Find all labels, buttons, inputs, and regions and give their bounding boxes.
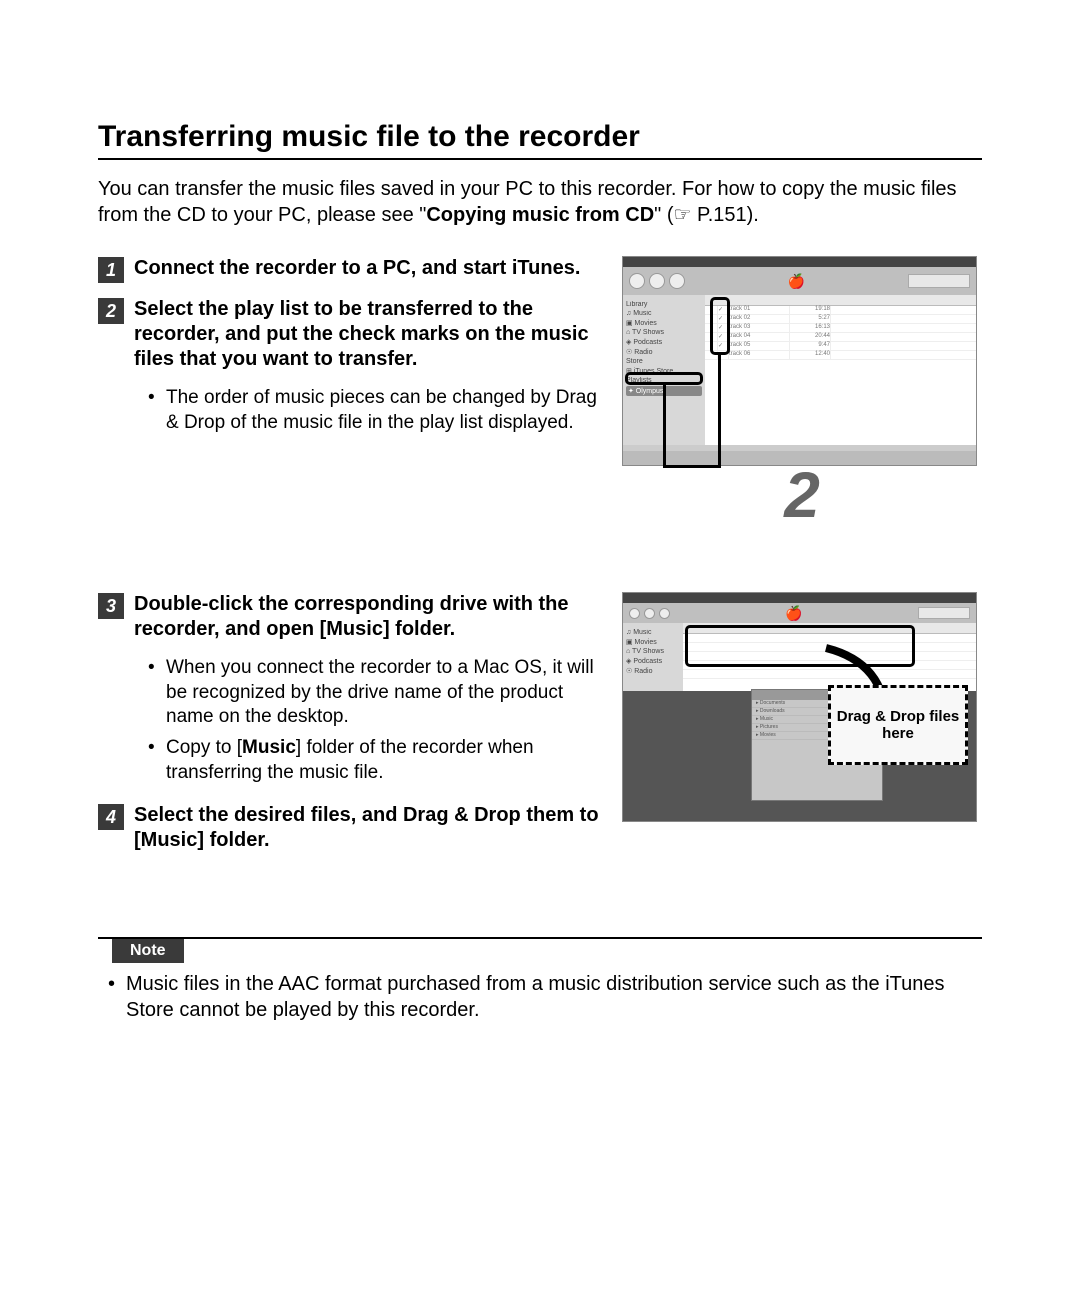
callout-line [663,465,720,468]
step-3-text: Double-click the corresponding drive wit… [134,592,602,642]
step-3-sub-1: When you connect the recorder to a Mac O… [148,656,602,730]
intro-paragraph: You can transfer the music files saved i… [98,176,982,228]
step-3: 3 Double-click the corresponding drive w… [98,592,602,642]
sidebar-item: ◈ Podcasts [626,338,702,346]
screenshot-itunes-1: 🍎 Library ♫ Music ▣ Movies ⌂ TV Shows ◈ … [622,256,977,466]
note-item: Music files in the AAC format purchased … [108,971,982,1023]
callout-box-checkmarks [710,297,730,355]
traffic-light-icon [629,608,640,619]
step-3-sublist: When you connect the recorder to a Mac O… [148,656,602,785]
traffic-light-icon [659,608,670,619]
step-2: 2 Select the play list to be transferred… [98,297,602,372]
apple-logo-icon: 🍎 [689,273,904,290]
ss2-toolbar: 🍎 [623,603,976,623]
back-button-icon [629,273,645,289]
sidebar-item: ⌂ TV Shows [626,329,702,336]
play-button-icon [649,273,665,289]
step-1: 1 Connect the recorder to a PC, and star… [98,256,602,283]
note-rule [98,937,982,939]
block-steps-1-2: 1 Connect the recorder to a PC, and star… [98,256,982,532]
traffic-light-icon [644,608,655,619]
step-number-4: 4 [98,804,124,830]
intro-text-2: " (☞ P.151). [654,204,759,226]
search-field [918,607,970,619]
step-number-2: 2 [98,298,124,324]
big-number-2: 2 [622,458,982,532]
step-2-text: Select the play list to be transferred t… [134,297,602,372]
note-list: Music files in the AAC format purchased … [108,971,982,1023]
note-tab: Note [112,939,184,963]
fwd-button-icon [669,273,685,289]
step-number-1: 1 [98,257,124,283]
sidebar-item: Store [626,358,702,365]
step-number-3: 3 [98,593,124,619]
callout-box-playlist [625,372,703,385]
page: Transferring music file to the recorder … [0,0,1080,1103]
section-title: Transferring music file to the recorder [98,120,982,160]
search-field [908,274,970,288]
block-steps-3-4: 3 Double-click the corresponding drive w… [98,592,982,867]
sidebar-item: ▣ Movies [626,319,702,327]
sidebar-item: ♫ Music [626,310,702,317]
ss2-sidebar: ♫ Music▣ Movies⌂ TV Shows◈ Podcasts☉ Rad… [623,623,683,693]
callout-line [718,355,721,468]
apple-logo-icon: 🍎 [674,605,914,622]
intro-bold: Copying music from CD [426,204,654,226]
step-4: 4 Select the desired files, and Drag & D… [98,803,602,853]
sidebar-item: Library [626,301,702,308]
ss2-menubar [623,593,976,603]
step-2-sublist: The order of music pieces can be changed… [148,386,602,435]
ss1-statusbar [623,451,976,465]
ss1-toolbar: 🍎 [623,267,976,295]
step-4-text: Select the desired files, and Drag & Dro… [134,803,602,853]
callout-line [663,385,666,467]
step-2-sub-1: The order of music pieces can be changed… [148,386,602,435]
step-1-text: Connect the recorder to a PC, and start … [134,256,580,281]
sidebar-item: ☉ Radio [626,348,702,356]
ss1-menubar [623,257,976,267]
screenshot-finder-2: 🍎 ♫ Music▣ Movies⌂ TV Shows◈ Podcasts☉ R… [622,592,977,822]
drag-drop-target: Drag & Drop files here [828,685,968,765]
step-3-sub-2: Copy to [Music] folder of the recorder w… [148,736,602,785]
ss1-tracklist: ✓track 0119:18 ✓track 025:27 ✓track 0316… [705,295,976,445]
